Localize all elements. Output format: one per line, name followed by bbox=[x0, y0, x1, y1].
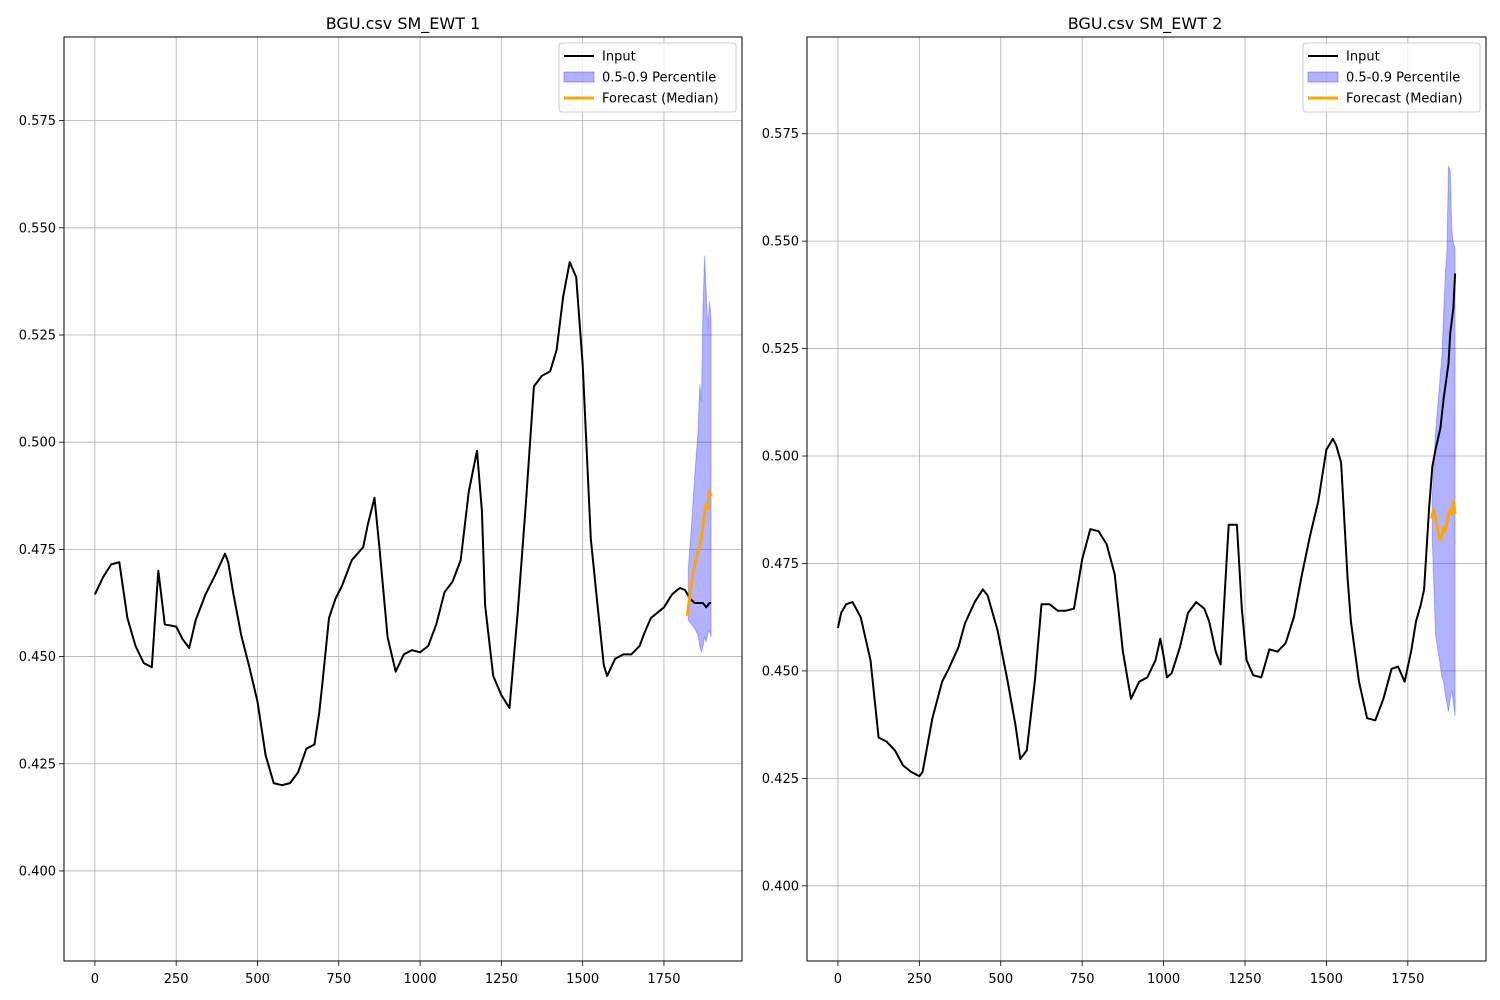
plot-series bbox=[93, 255, 713, 787]
x-tick-label: 250 bbox=[164, 972, 189, 987]
y-tick-label: 0.450 bbox=[19, 650, 56, 665]
forecast-median-line bbox=[685, 490, 713, 616]
chart-title: BGU.csv SM_EWT 2 bbox=[1068, 14, 1223, 34]
y-tick-label: 0.575 bbox=[762, 127, 799, 142]
x-tick-label: 1500 bbox=[566, 972, 599, 987]
legend-swatch-percentile bbox=[1307, 71, 1339, 83]
y-tick-label: 0.400 bbox=[19, 864, 56, 879]
y-tick-label: 0.425 bbox=[762, 772, 799, 787]
legend-label-input: Input bbox=[1346, 50, 1380, 65]
y-axis-ticks: 0.400 0.425 0.450 0.475 0.500 0.525 0.550 0.575 bbox=[762, 127, 807, 894]
x-tick-label: 500 bbox=[988, 972, 1013, 987]
chart-panel-1: BGU.csv SM_EWT 1 0 250 500 750 1000 1250 1500 1… bbox=[19, 14, 743, 987]
y-tick-label: 0.525 bbox=[762, 342, 799, 357]
x-tick-label: 1250 bbox=[485, 972, 518, 987]
grid-lines bbox=[64, 37, 742, 961]
y-tick-label: 0.575 bbox=[19, 114, 56, 129]
y-tick-label: 0.500 bbox=[19, 436, 56, 451]
legend: Input 0.5-0.9 Percentile Forecast (Media… bbox=[1302, 42, 1481, 113]
percentile-band bbox=[687, 255, 712, 653]
input-line bbox=[836, 273, 1457, 778]
chart-panel-2: BGU.csv SM_EWT 2 0 250 500 750 1000 1250 1500 1… bbox=[762, 14, 1487, 987]
grid-lines bbox=[807, 37, 1486, 961]
plot-series bbox=[836, 165, 1457, 778]
percentile-band bbox=[1431, 165, 1456, 717]
plot-frame bbox=[806, 36, 1487, 962]
legend-label-forecast: Forecast (Median) bbox=[1346, 92, 1463, 107]
y-tick-label: 0.550 bbox=[762, 235, 799, 250]
y-tick-label: 0.550 bbox=[19, 221, 56, 236]
chart-title: BGU.csv SM_EWT 1 bbox=[326, 14, 481, 34]
y-tick-label: 0.500 bbox=[762, 450, 799, 465]
x-axis-ticks: 0 250 500 750 1000 1250 1500 1750 bbox=[91, 961, 681, 987]
y-tick-label: 0.475 bbox=[19, 543, 56, 558]
x-tick-label: 1750 bbox=[1391, 972, 1424, 987]
x-tick-label: 1000 bbox=[404, 972, 437, 987]
y-tick-label: 0.475 bbox=[762, 557, 799, 572]
legend-label-forecast: Forecast (Median) bbox=[602, 92, 719, 107]
y-tick-label: 0.400 bbox=[762, 879, 799, 894]
x-tick-label: 0 bbox=[834, 972, 842, 987]
x-tick-label: 250 bbox=[907, 972, 932, 987]
x-tick-label: 1750 bbox=[647, 972, 680, 987]
legend-box bbox=[1302, 42, 1481, 113]
forecast-median-line bbox=[1429, 499, 1457, 542]
x-tick-label: 500 bbox=[245, 972, 270, 987]
y-tick-label: 0.425 bbox=[19, 757, 56, 772]
y-tick-label: 0.525 bbox=[19, 328, 56, 343]
legend-box bbox=[558, 42, 737, 113]
x-tick-label: 0 bbox=[91, 972, 99, 987]
input-line bbox=[93, 261, 712, 787]
plot-frame bbox=[63, 36, 743, 962]
x-axis-ticks: 0 250 500 750 1000 1250 1500 1750 bbox=[834, 961, 1424, 987]
legend-label-percentile: 0.5-0.9 Percentile bbox=[602, 71, 716, 86]
legend-label-percentile: 0.5-0.9 Percentile bbox=[1346, 71, 1460, 86]
y-axis-ticks: 0.400 0.425 0.450 0.475 0.500 0.525 0.550 0.575 bbox=[19, 114, 64, 879]
legend: Input 0.5-0.9 Percentile Forecast (Media… bbox=[558, 42, 737, 113]
x-tick-label: 750 bbox=[1070, 972, 1095, 987]
x-tick-label: 1250 bbox=[1228, 972, 1261, 987]
x-tick-label: 1000 bbox=[1147, 972, 1180, 987]
legend-label-input: Input bbox=[602, 50, 636, 65]
legend-swatch-percentile bbox=[563, 71, 595, 83]
x-tick-label: 750 bbox=[326, 972, 351, 987]
y-tick-label: 0.450 bbox=[762, 664, 799, 679]
x-tick-label: 1500 bbox=[1310, 972, 1343, 987]
